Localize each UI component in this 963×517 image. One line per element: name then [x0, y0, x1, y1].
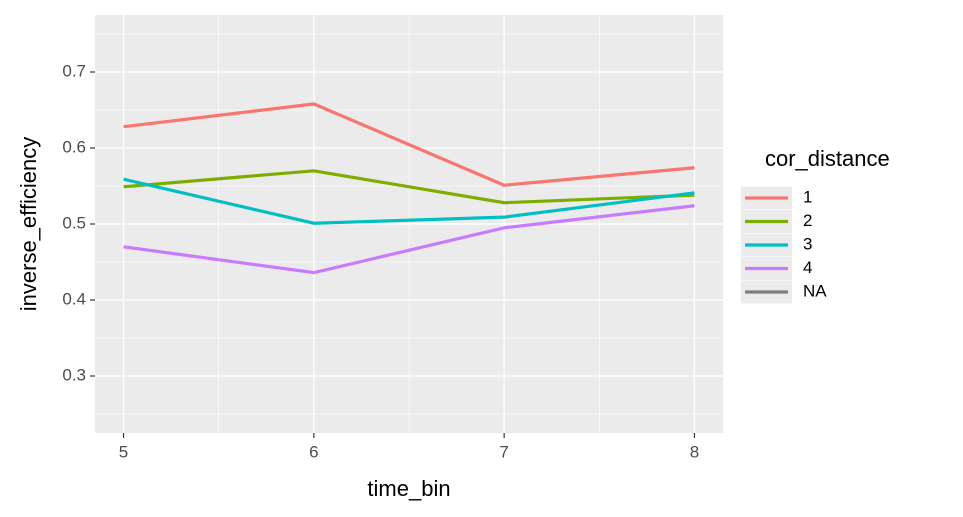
legend-title: cor_distance: [765, 146, 890, 171]
series-line: [123, 177, 695, 225]
y-tick-label: 0.3: [62, 365, 86, 384]
x-tick-label: 8: [690, 442, 699, 461]
x-tick-label: 7: [499, 442, 508, 461]
x-tick-label: 5: [119, 442, 128, 461]
y-tick-label: 0.5: [62, 213, 86, 232]
legend-label: NA: [803, 281, 827, 300]
y-tick-label: 0.7: [62, 61, 86, 80]
legend-label: 4: [803, 258, 812, 277]
series-line: [123, 169, 695, 205]
legend-label: 2: [803, 211, 812, 230]
y-tick-label: 0.6: [62, 137, 86, 156]
series-line: [123, 204, 695, 275]
y-axis-title: inverse_efficiency: [16, 137, 41, 311]
x-tick-label: 6: [309, 442, 318, 461]
x-axis-title: time_bin: [367, 476, 450, 501]
legend-label: 3: [803, 234, 812, 253]
series-line: [123, 102, 695, 187]
legend-label: 1: [803, 187, 812, 206]
y-tick-label: 0.4: [62, 289, 86, 308]
